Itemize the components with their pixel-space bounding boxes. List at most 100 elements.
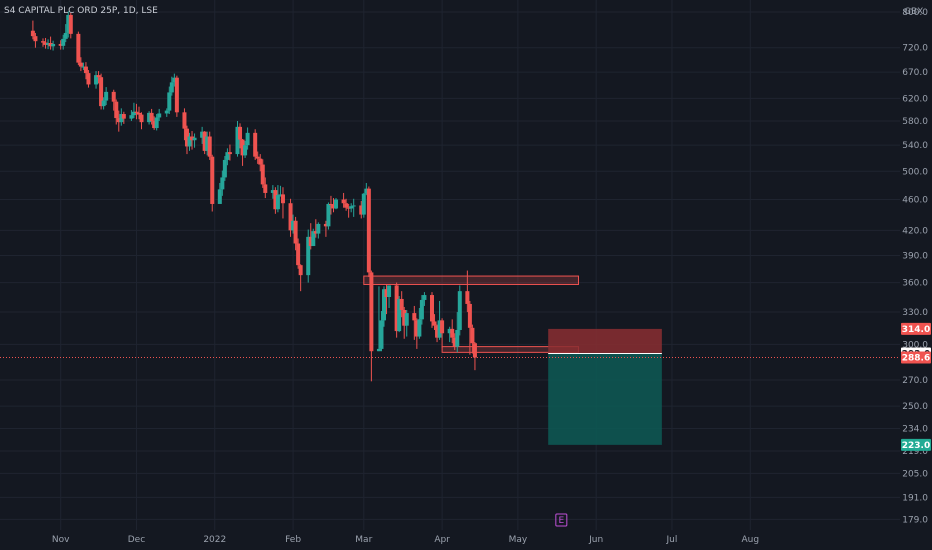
candle-body bbox=[129, 115, 134, 119]
candle-body bbox=[83, 66, 88, 74]
price-tag: 223.0 bbox=[901, 438, 931, 451]
candle bbox=[465, 270, 470, 313]
candle-body bbox=[270, 190, 275, 193]
candle bbox=[293, 216, 298, 251]
candle bbox=[245, 127, 250, 150]
y-tick-label: 270.0 bbox=[902, 376, 928, 386]
candle-body bbox=[207, 136, 212, 157]
candle bbox=[414, 318, 419, 349]
candle-body bbox=[172, 77, 177, 83]
candle-body bbox=[51, 43, 56, 47]
candle bbox=[190, 131, 195, 150]
candle bbox=[227, 144, 232, 161]
price-tag: 314.0 bbox=[901, 322, 931, 335]
candle bbox=[331, 198, 336, 213]
candle-body bbox=[184, 128, 189, 147]
candle-body bbox=[101, 100, 106, 107]
candle-body bbox=[157, 113, 162, 118]
candle-body bbox=[68, 14, 73, 34]
candle-body bbox=[202, 131, 207, 151]
candle bbox=[68, 12, 73, 39]
candle-body bbox=[43, 42, 48, 45]
candle bbox=[412, 305, 417, 340]
candle-body bbox=[136, 112, 141, 115]
candle-body bbox=[361, 193, 366, 215]
candle bbox=[298, 264, 303, 292]
candle bbox=[235, 120, 240, 157]
candle bbox=[119, 108, 124, 126]
candle-body bbox=[351, 205, 356, 207]
earnings-badge[interactable] bbox=[555, 513, 568, 527]
candle-body bbox=[437, 320, 442, 338]
candle-body bbox=[399, 298, 404, 311]
candle-body bbox=[149, 112, 154, 121]
candle bbox=[316, 222, 321, 239]
candle bbox=[397, 296, 402, 333]
candle bbox=[258, 154, 263, 172]
take-profit-zone[interactable] bbox=[548, 353, 662, 445]
candle bbox=[81, 62, 86, 71]
candle-body bbox=[447, 328, 452, 334]
candle bbox=[99, 73, 104, 110]
candle-body bbox=[78, 62, 83, 67]
candle bbox=[422, 292, 427, 306]
candle bbox=[63, 24, 68, 43]
candle-body bbox=[66, 14, 71, 33]
grid bbox=[0, 0, 900, 530]
price-tag-box bbox=[901, 322, 931, 335]
candle-body bbox=[46, 43, 51, 45]
time-axis[interactable]: Nov Dec 2022 Feb Mar Apr May Jun Jul Aug bbox=[52, 535, 759, 545]
candle-body bbox=[30, 30, 35, 37]
candle bbox=[51, 40, 56, 51]
candle bbox=[382, 286, 387, 327]
candle bbox=[306, 229, 311, 283]
candle-body bbox=[366, 188, 371, 273]
candle bbox=[341, 192, 346, 208]
stop-loss-zone[interactable] bbox=[548, 328, 662, 354]
candle bbox=[369, 270, 374, 382]
candle bbox=[30, 20, 35, 40]
candle bbox=[359, 200, 364, 219]
position-tool[interactable] bbox=[548, 328, 662, 445]
x-tick-label: Feb bbox=[285, 535, 301, 545]
candle-body bbox=[61, 38, 66, 46]
candle-body bbox=[440, 320, 445, 334]
candle-body bbox=[376, 348, 381, 352]
candle bbox=[66, 11, 71, 38]
candle-body bbox=[296, 243, 301, 266]
candle-body bbox=[263, 184, 268, 193]
candle bbox=[447, 326, 452, 343]
earnings-badge-label: E bbox=[558, 516, 564, 526]
candle-body bbox=[225, 152, 230, 160]
candle-body bbox=[402, 310, 407, 326]
candle bbox=[328, 195, 333, 215]
symbol-title[interactable]: S4 CAPITAL PLC ORD 25P, 1D, LSE bbox=[4, 6, 158, 16]
candle bbox=[270, 185, 275, 199]
candle bbox=[152, 116, 157, 130]
candle-body bbox=[152, 120, 157, 129]
candle-body bbox=[121, 114, 126, 119]
candle-body bbox=[278, 194, 283, 196]
price-axis[interactable]: 800.0 720.0 670.0 620.0 580.0 540.0 500.0 460.0… bbox=[902, 8, 928, 525]
candle-body bbox=[470, 327, 475, 344]
candle-body bbox=[227, 152, 232, 155]
candle-body bbox=[412, 313, 417, 321]
candle bbox=[205, 131, 210, 156]
candle bbox=[323, 220, 328, 237]
candle-body bbox=[182, 112, 187, 129]
candle bbox=[217, 182, 222, 204]
candle bbox=[440, 318, 445, 348]
price-tag-label: 288.6 bbox=[902, 353, 930, 363]
candle-body bbox=[164, 110, 169, 114]
candle bbox=[46, 39, 51, 50]
candle bbox=[182, 108, 187, 141]
candle-body bbox=[63, 32, 68, 39]
earnings-marker[interactable]: E bbox=[555, 513, 568, 527]
candle-body bbox=[364, 188, 369, 194]
candle-body bbox=[174, 77, 179, 113]
candle-body bbox=[311, 231, 316, 247]
candle bbox=[376, 286, 381, 352]
candle-body bbox=[114, 101, 119, 119]
